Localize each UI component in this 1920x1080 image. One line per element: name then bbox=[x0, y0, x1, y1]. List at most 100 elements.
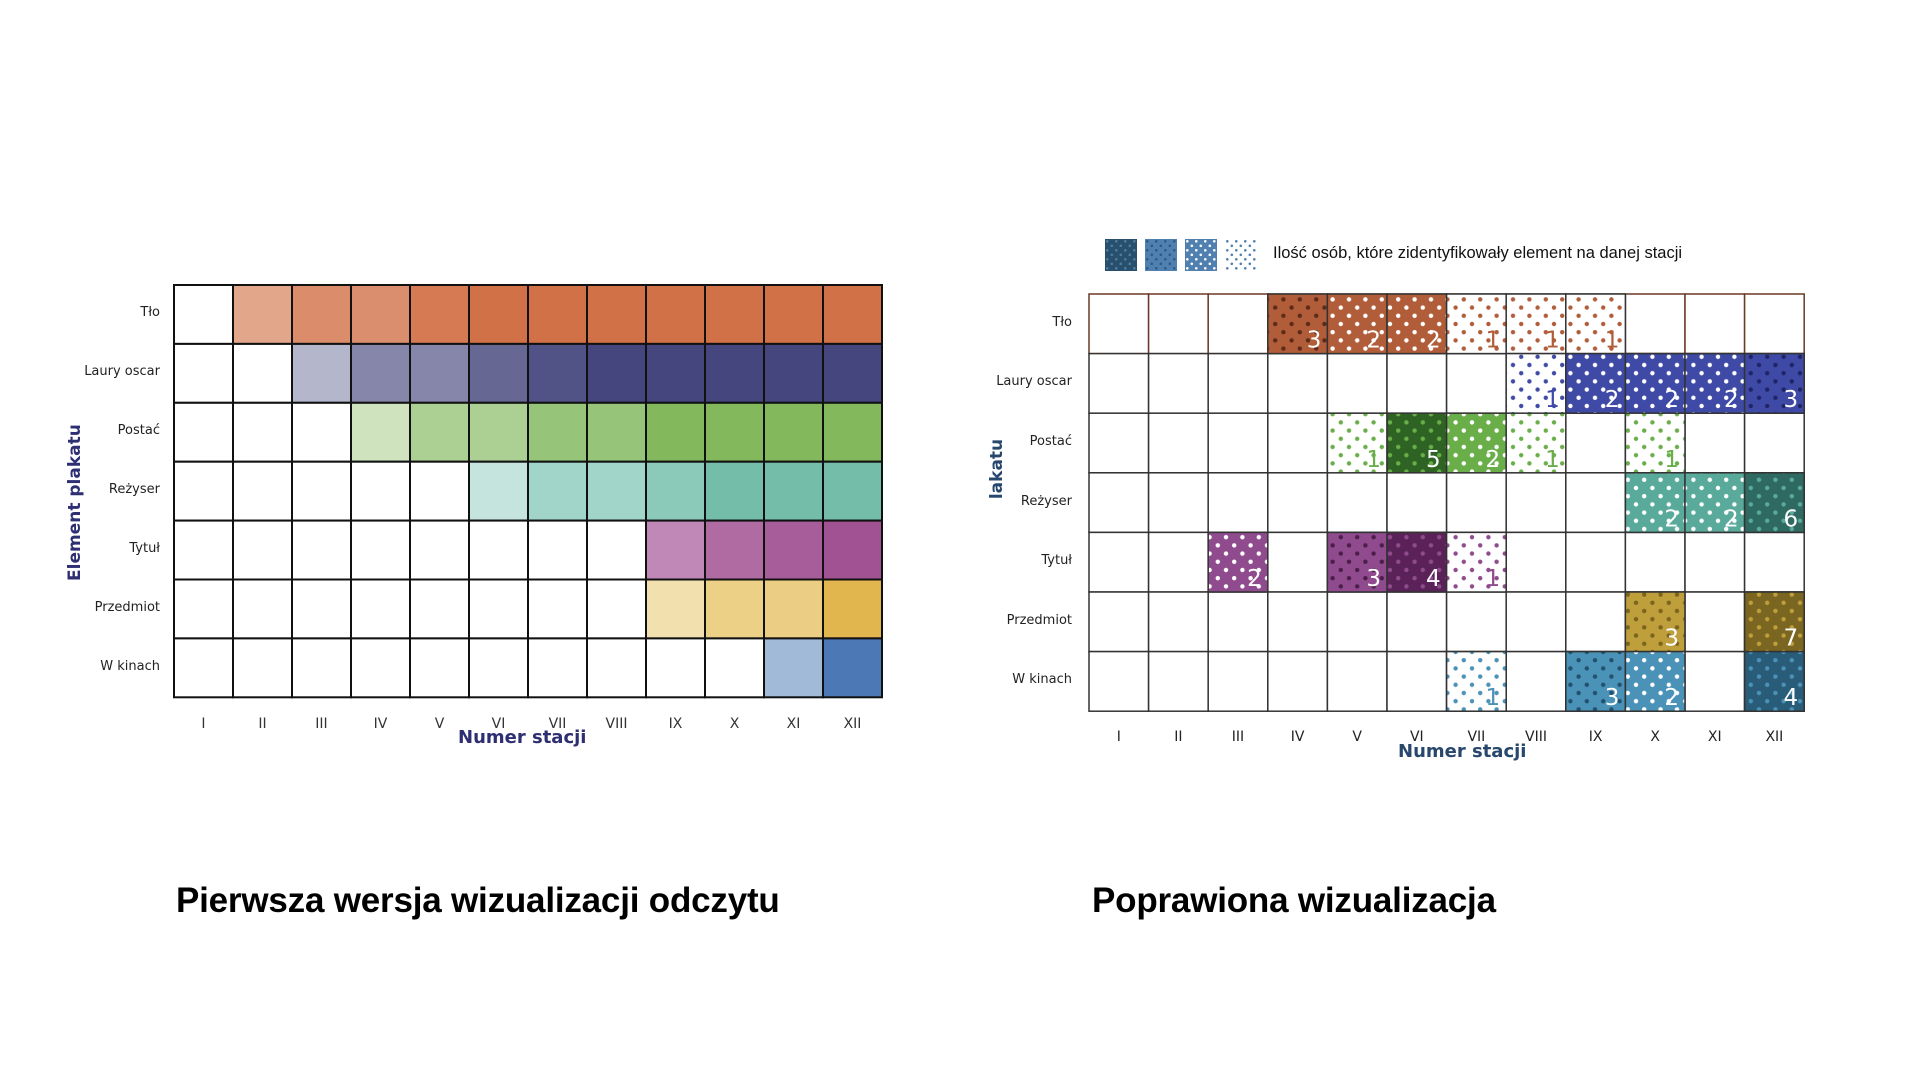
left-cell-laury-oscar-ix bbox=[645, 342, 706, 404]
right-value-fill bbox=[1565, 650, 1627, 712]
right-cell-tytul-xii bbox=[1743, 531, 1805, 593]
right-value-cell-w-kinach-xii: 4 bbox=[1743, 650, 1805, 712]
right-value-label: 2 bbox=[1605, 387, 1620, 413]
right-value-cell-tlo-iv: 3 bbox=[1267, 293, 1329, 355]
right-cell-tytul-xi bbox=[1684, 531, 1746, 593]
right-cell-postac-iv bbox=[1267, 412, 1329, 474]
right-cell-rezyser-vi bbox=[1386, 472, 1448, 534]
right-value-fill bbox=[1565, 293, 1627, 355]
right-value-fill bbox=[1684, 472, 1746, 534]
right-cell-przedmiot-ii bbox=[1147, 591, 1209, 653]
right-value-fill bbox=[1505, 293, 1567, 355]
right-value-fill bbox=[1565, 352, 1627, 414]
right-value-label: 3 bbox=[1605, 685, 1620, 711]
left-x-tick-ii: II bbox=[258, 716, 267, 732]
right-value-fill bbox=[1386, 293, 1448, 355]
right-cell-w-kinach-ii bbox=[1147, 650, 1209, 712]
right-value-cell-tlo-vi: 2 bbox=[1386, 293, 1448, 355]
right-value-fill bbox=[1624, 352, 1686, 414]
right-cell-laury-oscar-iv bbox=[1267, 352, 1329, 414]
right-row-label-tytul: Tytuł bbox=[1041, 553, 1072, 569]
left-cell-laury-oscar-xii bbox=[822, 342, 883, 404]
left-cell-laury-oscar-iii bbox=[291, 342, 352, 404]
right-cell-w-kinach-xi bbox=[1684, 650, 1746, 712]
left-cell-tytul-ix bbox=[645, 519, 706, 581]
right-title: Poprawiona wizualizacja bbox=[1092, 881, 1496, 920]
left-cell-w-kinach-iv bbox=[350, 637, 411, 699]
left-cell-przedmiot-i bbox=[173, 578, 234, 640]
right-value-cell-postac-viii: 1 bbox=[1505, 412, 1567, 474]
right-value-cell-postac-vi: 5 bbox=[1386, 412, 1448, 474]
left-cell-tlo-xi bbox=[763, 284, 824, 345]
right-value-cell-tlo-v: 2 bbox=[1326, 293, 1388, 355]
left-cell-rezyser-vi bbox=[468, 460, 529, 522]
right-cell-postac-xi bbox=[1684, 412, 1746, 474]
right-cell-tytul-ii bbox=[1147, 531, 1209, 593]
left-cell-tlo-vi bbox=[468, 284, 529, 345]
right-cell-w-kinach-iii bbox=[1207, 650, 1269, 712]
right-cell-rezyser-v bbox=[1326, 472, 1388, 534]
right-value-label: 1 bbox=[1486, 328, 1501, 354]
right-cell-tytul-x bbox=[1624, 531, 1686, 593]
right-cell-tytul-ix bbox=[1565, 531, 1627, 593]
right-value-fill bbox=[1743, 352, 1805, 414]
left-cell-rezyser-i bbox=[173, 460, 234, 522]
right-cell-tlo-x bbox=[1624, 293, 1686, 355]
right-value-label: 2 bbox=[1486, 447, 1501, 473]
right-cell-przedmiot-xi bbox=[1684, 591, 1746, 653]
left-x-tick-i: I bbox=[201, 716, 206, 732]
right-x-tick-i: I bbox=[1116, 729, 1121, 745]
right-value-cell-tlo-viii: 1 bbox=[1505, 293, 1567, 355]
right-value-label: 4 bbox=[1784, 685, 1799, 711]
right-cell-rezyser-iii bbox=[1207, 472, 1269, 534]
left-cell-laury-oscar-ii bbox=[232, 342, 293, 404]
left-cell-tlo-i bbox=[173, 284, 234, 345]
right-row-label-laury-oscar: Laury oscar bbox=[996, 374, 1072, 390]
right-value-cell-laury-oscar-viii: 1 bbox=[1505, 352, 1567, 414]
right-cell-tytul-iv bbox=[1267, 531, 1329, 593]
right-value-label: 1 bbox=[1545, 328, 1560, 354]
right-x-tick-ix: IX bbox=[1588, 729, 1603, 745]
right-value-label: 2 bbox=[1247, 566, 1262, 592]
right-cell-tytul-viii bbox=[1505, 531, 1567, 593]
legend-swatch-light bbox=[1225, 239, 1257, 271]
right-value-label: 2 bbox=[1664, 387, 1679, 413]
legend-swatch-mid bbox=[1185, 239, 1217, 271]
right-value-label: 1 bbox=[1366, 447, 1381, 473]
left-cell-laury-oscar-xi bbox=[763, 342, 824, 404]
right-value-fill bbox=[1505, 412, 1567, 474]
left-cell-w-kinach-xii bbox=[822, 637, 883, 699]
left-cell-w-kinach-xi bbox=[763, 637, 824, 699]
right-value-cell-tytul-vii: 1 bbox=[1445, 531, 1507, 593]
right-cell-przedmiot-vi bbox=[1386, 591, 1448, 653]
right-value-fill bbox=[1445, 531, 1507, 593]
left-cell-przedmiot-xii bbox=[822, 578, 883, 640]
right-cell-rezyser-i bbox=[1088, 472, 1150, 534]
right-x-tick-vi: VI bbox=[1409, 729, 1424, 745]
right-value-cell-postac-v: 1 bbox=[1326, 412, 1388, 474]
left-row-label-laury-oscar: Laury oscar bbox=[84, 364, 160, 380]
right-value-cell-laury-oscar-xii: 3 bbox=[1743, 352, 1805, 414]
right-cell-tlo-i bbox=[1088, 293, 1150, 355]
left-x-tick-iii: III bbox=[315, 716, 328, 732]
right-value-label: 7 bbox=[1784, 626, 1799, 652]
right-cell-laury-oscar-vii bbox=[1445, 352, 1507, 414]
right-value-label: 2 bbox=[1664, 506, 1679, 532]
right-value-label: 1 bbox=[1545, 447, 1560, 473]
right-cell-w-kinach-v bbox=[1326, 650, 1388, 712]
left-x-tick-viii: VIII bbox=[605, 716, 628, 732]
right-cell-postac-ix bbox=[1565, 412, 1627, 474]
left-x-tick-iv: IV bbox=[373, 716, 388, 732]
left-cell-tlo-xii bbox=[822, 284, 883, 345]
right-cell-laury-oscar-ii bbox=[1147, 352, 1209, 414]
right-cell-tlo-xii bbox=[1743, 293, 1805, 355]
right-value-cell-laury-oscar-x: 2 bbox=[1624, 352, 1686, 414]
right-cell-tlo-iii bbox=[1207, 293, 1269, 355]
right-value-fill bbox=[1207, 531, 1269, 593]
right-value-fill bbox=[1267, 293, 1329, 355]
right-value-label: 5 bbox=[1426, 447, 1441, 473]
left-cell-tlo-vii bbox=[527, 284, 588, 345]
right-value-label: 3 bbox=[1366, 566, 1381, 592]
